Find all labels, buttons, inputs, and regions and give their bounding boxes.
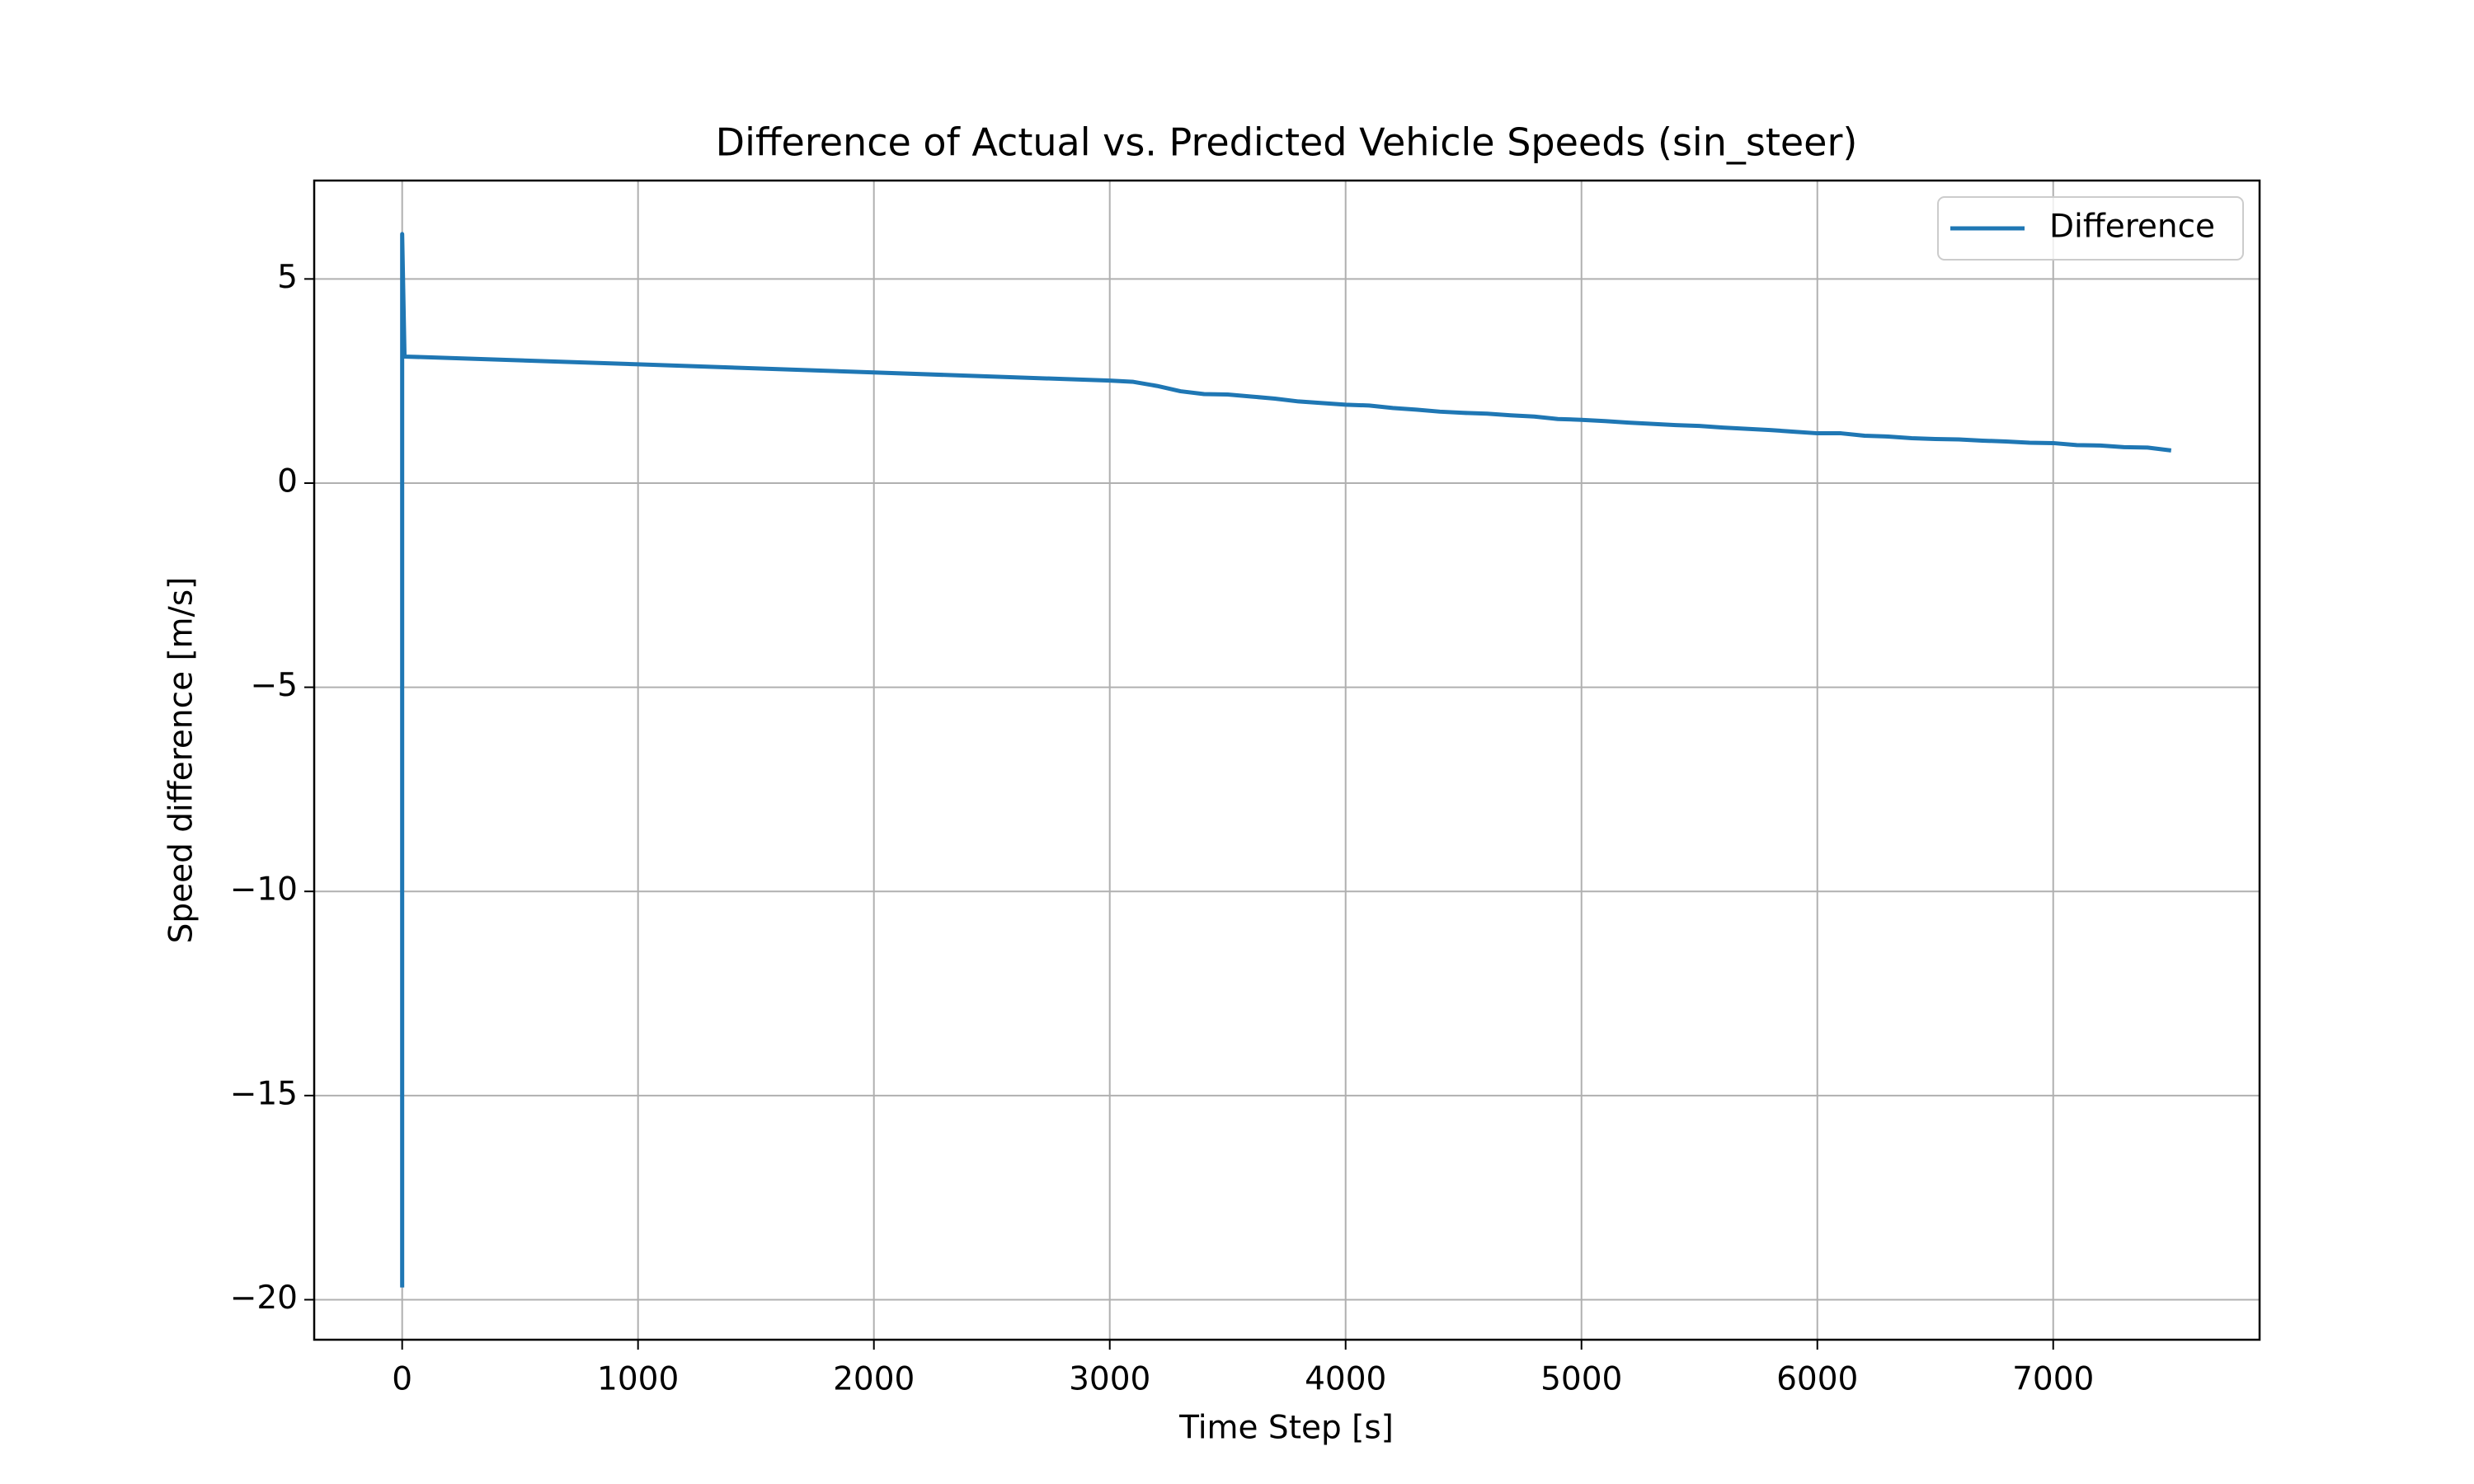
x-tick-label: 3000 — [1069, 1361, 1150, 1398]
x-axis-label: Time Step [s] — [1178, 1410, 1394, 1447]
legend-label: Difference — [2049, 209, 2215, 246]
y-tick-label: −15 — [230, 1075, 298, 1112]
chart-title: Difference of Actual vs. Predicted Vehic… — [716, 120, 1858, 165]
x-tick-label: 4000 — [1305, 1361, 1386, 1398]
y-tick-label: −10 — [230, 871, 298, 909]
y-tick-label: −20 — [230, 1280, 298, 1317]
x-tick-label: 2000 — [833, 1361, 915, 1398]
x-tick-label: 0 — [392, 1361, 412, 1398]
y-tick-label: −5 — [251, 667, 299, 704]
y-axis-label: Speed difference [m/s] — [163, 577, 200, 944]
x-tick-label: 6000 — [1776, 1361, 1858, 1398]
x-tick-label: 5000 — [1540, 1361, 1622, 1398]
y-tick-label: 5 — [277, 259, 298, 296]
data-line — [400, 232, 2172, 1288]
x-tick-label: 7000 — [2012, 1361, 2094, 1398]
x-tick-label: 1000 — [597, 1361, 679, 1398]
plot-frame — [313, 179, 2261, 1341]
legend-box — [1937, 196, 2244, 261]
y-tick-label: 0 — [277, 463, 298, 500]
